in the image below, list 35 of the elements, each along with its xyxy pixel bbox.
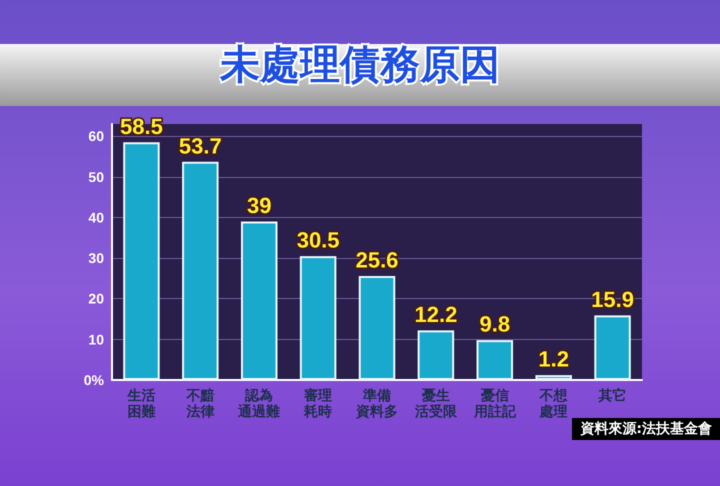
bar: [418, 330, 454, 380]
bar: [300, 256, 336, 380]
x-tick-label: 準備資料多: [355, 388, 398, 420]
y-tick-label: 10: [88, 331, 104, 348]
x-tick-label: 憂生活受限: [414, 388, 458, 420]
source-note: 資料來源:法扶基金會: [572, 418, 720, 440]
data-label: 53.7: [178, 133, 222, 158]
x-tick-label: 其它: [598, 387, 627, 404]
bar: [535, 375, 572, 380]
x-tick-label: 審理耗時: [303, 387, 332, 420]
data-label: 12.2: [414, 302, 458, 327]
x-tick-label: 憂信用註記: [472, 388, 517, 420]
x-tick-label: 不想處理: [538, 388, 569, 420]
x-tick-label: 認為通過難: [237, 387, 280, 420]
x-tick-label: 不黯法律: [185, 387, 214, 420]
bar: [476, 340, 514, 380]
data-label: 25.6: [356, 247, 398, 272]
x-tick-label: 生活困難: [126, 388, 156, 420]
bar: [240, 222, 278, 380]
data-label: 1.2: [538, 346, 569, 372]
bar: [123, 142, 160, 380]
chart-title: 未處理債務原因: [219, 42, 500, 88]
data-label: 15.9: [591, 286, 634, 312]
y-tick-label: 20: [88, 290, 104, 307]
bar: [182, 162, 219, 380]
bar: [358, 276, 396, 380]
y-tick-label: 50: [88, 168, 104, 185]
y-tick-label: 30: [88, 250, 104, 266]
data-label: 30.5: [296, 228, 340, 253]
y-tick-label: 60: [88, 128, 104, 144]
data-label: 39: [246, 193, 272, 218]
y-tick-label: 40: [88, 209, 104, 226]
data-label: 9.8: [479, 312, 510, 337]
bar: [594, 315, 631, 380]
y-tick-label: 0%: [84, 372, 105, 388]
